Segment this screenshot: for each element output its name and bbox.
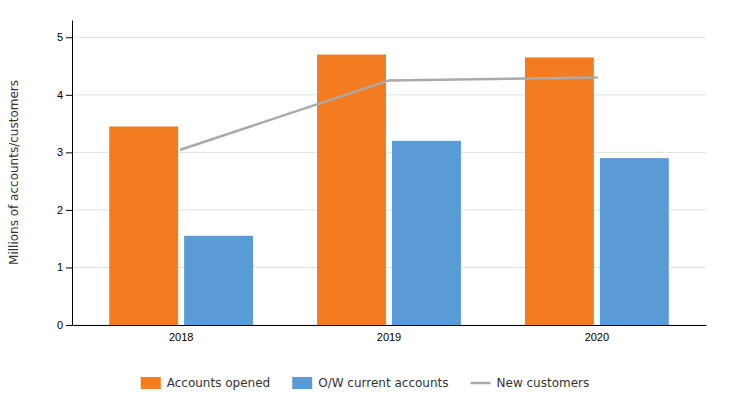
legend-swatch xyxy=(471,382,491,385)
y-tick-mark xyxy=(66,325,72,326)
y-tick-mark xyxy=(66,95,72,96)
line xyxy=(181,78,597,150)
y-tick-label: 4 xyxy=(57,89,63,101)
x-tick: 2020 xyxy=(585,331,609,343)
y-tick: 1 xyxy=(57,261,72,273)
bar xyxy=(525,57,594,325)
y-tick-label: 5 xyxy=(57,31,63,43)
grid xyxy=(72,37,706,325)
bar xyxy=(184,236,253,325)
marks xyxy=(109,55,669,325)
y-tick-mark xyxy=(66,152,72,153)
grid-line xyxy=(72,94,706,95)
x-tick-label: 2019 xyxy=(377,331,401,343)
plot: 0 1 2 3 4 5 2018 2019 2020 Millions of accounts/c… xyxy=(7,21,707,343)
y-tick-label: 2 xyxy=(57,204,63,216)
x-tick-label: 2018 xyxy=(169,331,193,343)
y-tick: 3 xyxy=(57,146,72,158)
x-tick-label: 2020 xyxy=(585,331,609,343)
y-tick-label: 1 xyxy=(57,261,63,273)
x-axis: 2018 2019 2020 xyxy=(73,326,707,343)
x-tick: 2019 xyxy=(377,331,401,343)
chart-container: 0 1 2 3 4 5 2018 2019 2020 Millions of accounts/c… xyxy=(0,0,730,409)
y-axis-title: Millions of accounts/customers xyxy=(7,80,21,265)
y-tick-mark xyxy=(66,267,72,268)
y-axis: 0 1 2 3 4 5 xyxy=(57,21,73,332)
legend-item: Accounts opened xyxy=(141,376,270,390)
y-tick: 4 xyxy=(57,89,72,101)
legend-label: Accounts opened xyxy=(167,376,270,390)
y-axis-line xyxy=(72,21,73,326)
x-axis-line xyxy=(73,325,707,326)
chart-svg: 0 1 2 3 4 5 2018 2019 2020 Millions of accounts/c… xyxy=(0,0,730,409)
x-tick: 2018 xyxy=(169,331,193,343)
y-tick-label: 0 xyxy=(57,319,63,331)
legend-item: O/W current accounts xyxy=(292,376,448,390)
y-tick: 2 xyxy=(57,204,72,216)
legend: Accounts opened O/W current accounts New c… xyxy=(141,376,590,390)
legend-swatch xyxy=(141,377,161,389)
legend-swatch xyxy=(292,377,312,389)
y-tick: 5 xyxy=(57,31,72,43)
bar xyxy=(600,158,669,325)
y-tick-mark xyxy=(66,37,72,38)
bar xyxy=(109,126,178,325)
bar xyxy=(392,141,461,325)
y-tick-label: 3 xyxy=(57,146,63,158)
bar xyxy=(317,55,386,325)
grid-line xyxy=(72,37,706,38)
legend-item: New customers xyxy=(471,376,590,390)
y-tick-mark xyxy=(66,210,72,211)
bar-series xyxy=(109,55,594,325)
bar-series xyxy=(184,141,669,325)
y-tick: 0 xyxy=(57,319,72,331)
legend-label: New customers xyxy=(497,376,590,390)
legend-label: O/W current accounts xyxy=(318,376,448,390)
